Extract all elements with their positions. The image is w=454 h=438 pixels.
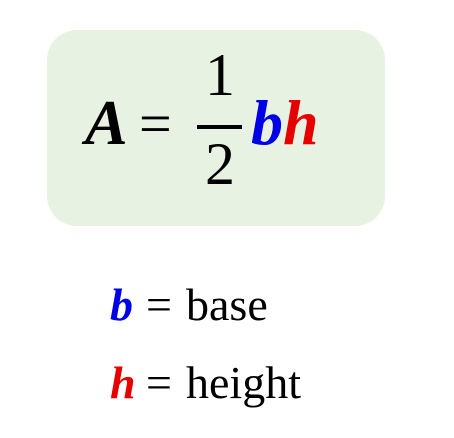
- definition-height-text: height: [186, 357, 301, 408]
- definition-base-equals: =: [146, 279, 172, 330]
- formula-equals-sign: =: [139, 91, 172, 156]
- fraction-denominator: 2: [205, 131, 235, 197]
- definition-height-variable: h: [110, 357, 136, 408]
- area-variable: A: [85, 87, 128, 158]
- definition-base-variable: b: [110, 279, 133, 330]
- height-variable: h: [283, 87, 319, 158]
- fraction-bar: [197, 125, 242, 129]
- definition-base-text: base: [186, 279, 268, 330]
- fraction-numerator: 1: [205, 42, 235, 108]
- definition-height-equals: =: [146, 357, 172, 408]
- base-variable: b: [251, 87, 283, 158]
